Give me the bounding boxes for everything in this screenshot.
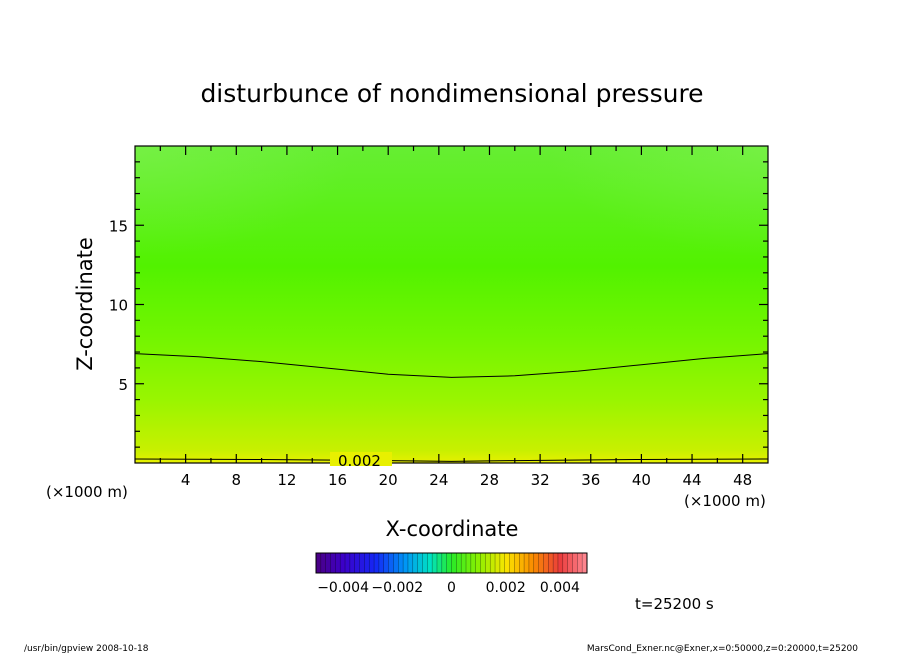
colorbar-cell [577,553,583,573]
colorbar-cell [441,553,447,573]
colorbar-cell [461,553,467,573]
colorbar-cell [378,553,385,573]
colorbar-cell [354,553,360,573]
colorbar-cell [466,553,472,573]
x-tick-label: 36 [581,471,600,489]
colorbar-cell [451,553,457,573]
colorbar-cell [533,553,539,573]
colorbar-cell [427,553,433,573]
colorbar-cell [553,553,559,573]
colorbar-cell [499,553,506,573]
x-tick-label: 16 [328,471,347,489]
x-tick-label: 44 [682,471,701,489]
colorbar-cell [417,553,423,573]
colorbar-cell [412,553,418,573]
colorbar-cell [383,553,389,573]
colorbar-cell [509,553,515,573]
colorbar-cell [349,553,356,573]
colorbar-cell [495,553,501,573]
x-tick-label: 48 [733,471,752,489]
colorbar-cell [340,553,346,573]
x-tick-label: 20 [379,471,398,489]
plot-frame [134,145,769,464]
y-axis-title: Z-coordinate [73,237,97,371]
colorbar-cell [436,553,443,573]
colorbar-cell [504,553,510,573]
colorbar-cell [422,553,428,573]
contour-label-bg [330,452,392,466]
x-unit-label-right: (×1000 m) [684,492,766,510]
colorbar-cell [335,553,341,573]
colorbar-cell [403,553,409,573]
time-label: t=25200 s [635,595,714,613]
axis-ticks [135,146,768,463]
contour-label: 0.002 [338,452,381,470]
colorbar-frame [315,552,588,574]
x-tick-label: 28 [480,471,499,489]
colorbar-cell [398,553,404,573]
colorbar-cell [485,553,491,573]
colorbar-cell [407,553,414,573]
contour-line [134,353,769,378]
x-unit-label-left: (×1000 m) [46,483,128,501]
y-tick-label: 10 [109,297,128,315]
colorbar-tick-label: 0.004 [540,580,580,596]
colorbar-cell [345,553,351,573]
colorbar-tick-label: −0.002 [371,580,423,596]
colorbar-cell [490,553,496,573]
colorbar-cell [432,553,438,573]
footer-right: MarsCond_Exner.nc@Exner,x=0:50000,z=0:20… [587,644,858,654]
colorbar-cell [538,553,544,573]
field-shading-left [135,146,355,256]
colorbar-cell [316,553,322,573]
field-shading-right [548,146,768,256]
x-tick-label: 8 [232,471,242,489]
colorbar-cell [582,553,588,573]
colorbar-cell [325,553,331,573]
colorbar-tick-label: 0.002 [486,580,526,596]
colorbar-cell [369,553,375,573]
colorbar-cell [524,553,530,573]
x-tick-label: 32 [531,471,550,489]
footer-left: /usr/bin/gpview 2008-10-18 [24,644,149,654]
colorbar-tick-labels: −0.004 −0.002 0 0.002 0.004 [317,580,580,596]
colorbar-cell [393,553,399,573]
colorbar-cell [330,553,336,573]
colorbar-cell [562,553,568,573]
colorbar-cell [475,553,481,573]
y-tick-label: 5 [118,376,128,394]
colorbar-cell [320,553,326,573]
colorbar-cell [528,553,535,573]
x-tick-label: 12 [277,471,296,489]
colorbar-cell [388,553,394,573]
colorbar-tick-label: −0.004 [317,580,369,596]
x-axis-title: X-coordinate [386,517,519,541]
colorbar-cell [456,553,462,573]
colorbar-cell [514,553,520,573]
colorbar-cell [567,553,573,573]
colorbar-cell [374,553,380,573]
colorbar-cell [519,553,525,573]
colorbar-cell [470,553,476,573]
colorbar-cell [359,553,365,573]
colorbar-cell [446,553,452,573]
chart-title: disturbunce of nondimensional pressure [200,79,703,108]
x-tick-label: 4 [181,471,191,489]
colorbar [316,553,588,573]
colorbar-cell [557,553,564,573]
colorbar-tick-label: 0 [447,580,456,596]
colorbar-cell [364,553,370,573]
colorbar-cell [480,553,486,573]
x-tick-label: 24 [429,471,448,489]
colorbar-cell [572,553,578,573]
colorbar-cell [543,553,549,573]
colorbar-cell [548,553,554,573]
y-tick-label: 15 [109,217,128,235]
x-tick-label: 40 [632,471,651,489]
